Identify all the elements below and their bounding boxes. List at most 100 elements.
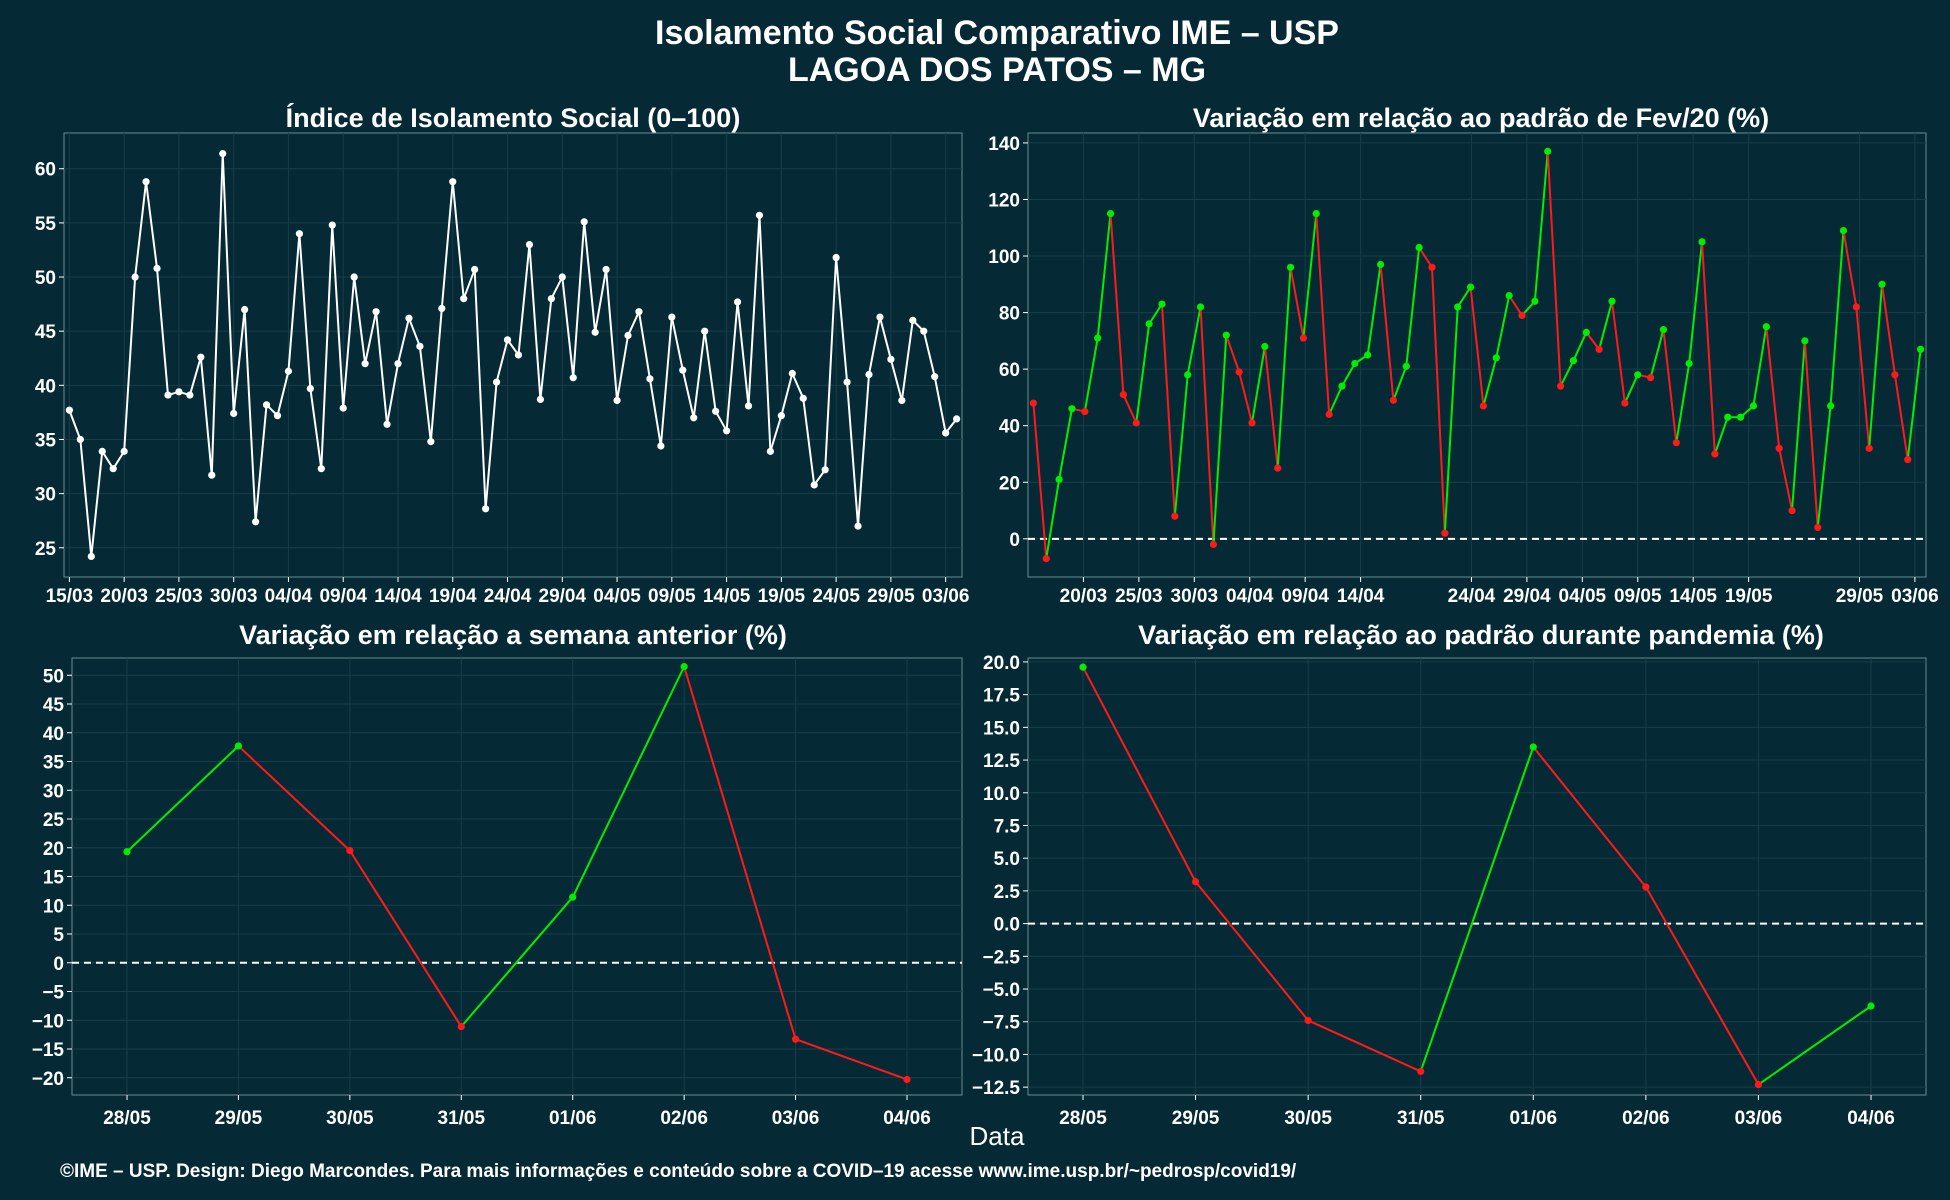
data-point xyxy=(1145,320,1153,328)
series-segment xyxy=(616,335,629,401)
data-point xyxy=(241,305,249,314)
series-segment xyxy=(331,224,345,409)
series-segment xyxy=(1148,303,1163,325)
plot-area xyxy=(63,132,963,578)
data-point xyxy=(931,373,939,381)
series-segment xyxy=(1649,329,1665,378)
data-point xyxy=(1094,334,1102,342)
series-segment xyxy=(802,398,816,486)
series-segment xyxy=(156,268,169,396)
data-point xyxy=(547,295,555,303)
data-point xyxy=(1531,297,1539,305)
series-segment xyxy=(528,244,542,400)
series-segment xyxy=(451,181,465,299)
x-tick-label: 19/05 xyxy=(758,586,806,607)
y-tick-label: 40 xyxy=(43,724,64,745)
series-segment xyxy=(1906,349,1922,460)
y-tick-label: 50 xyxy=(43,666,64,687)
figure-title-line1: Isolamento Social Comparativo IME – USP xyxy=(655,14,1339,52)
y-tick-label: 120 xyxy=(988,190,1020,211)
series-segment xyxy=(835,257,849,383)
data-point xyxy=(1417,1067,1425,1076)
data-point xyxy=(1338,382,1346,390)
data-point xyxy=(1754,1080,1763,1089)
series-segment xyxy=(440,181,454,309)
series-segment xyxy=(1418,246,1433,268)
series-segment xyxy=(692,331,706,418)
data-point xyxy=(98,447,106,455)
series-segment xyxy=(495,339,509,383)
series-segment xyxy=(484,381,498,509)
series-segment xyxy=(539,298,553,400)
y-tick-label: 12.5 xyxy=(983,751,1020,772)
series-segment xyxy=(1263,346,1279,469)
series-segment xyxy=(1199,306,1215,545)
y-tick-label: −2.5 xyxy=(982,947,1020,968)
data-point xyxy=(1389,396,1398,404)
y-tick-label: 35 xyxy=(43,753,65,774)
series-segment xyxy=(1675,363,1691,443)
series-segment xyxy=(418,346,432,442)
data-point xyxy=(438,304,446,313)
data-point xyxy=(1852,303,1860,311)
data-point xyxy=(1891,371,1899,379)
series-segment xyxy=(68,409,82,440)
y-tick-label: 7.5 xyxy=(994,816,1021,837)
data-point xyxy=(903,1075,911,1084)
data-point xyxy=(766,447,775,455)
data-point xyxy=(186,391,194,399)
x-tick-label: 04/06 xyxy=(1847,1108,1895,1129)
series-segment xyxy=(1559,360,1575,387)
panel-3: Variação em relação a semana anterior (%… xyxy=(32,620,963,1129)
panel-4: Variação em relação ao padrão durante pa… xyxy=(972,620,1927,1129)
data-point xyxy=(328,221,336,229)
series-segment xyxy=(889,359,903,401)
x-tick-label: 20/03 xyxy=(1060,586,1108,607)
x-tick-label: 15/03 xyxy=(46,586,94,607)
series-segment xyxy=(1160,304,1176,517)
series-segment xyxy=(1662,329,1678,443)
series-segment xyxy=(254,404,268,522)
y-tick-label: 20 xyxy=(999,473,1020,494)
data-point xyxy=(668,313,676,321)
x-tick-label: 14/05 xyxy=(703,586,751,607)
data-point xyxy=(744,402,753,410)
x-tick-label: 09/05 xyxy=(1614,586,1662,607)
y-tick-label: 25 xyxy=(43,810,65,831)
series-segment xyxy=(1082,666,1197,883)
series-segment xyxy=(1495,295,1511,359)
data-point xyxy=(1196,303,1205,311)
data-point xyxy=(810,481,818,489)
data-point xyxy=(1659,325,1668,334)
data-point xyxy=(722,427,731,435)
series-segment xyxy=(1032,402,1048,559)
series-segment xyxy=(1791,340,1806,511)
series-segment xyxy=(1688,241,1704,364)
data-point xyxy=(350,273,358,281)
data-point xyxy=(1518,311,1526,320)
data-point xyxy=(1724,413,1732,421)
data-point xyxy=(1544,147,1552,155)
x-tick-label: 30/03 xyxy=(1171,586,1219,607)
series-segment xyxy=(1868,284,1884,449)
series-segment xyxy=(736,301,750,407)
x-tick-label: 28/05 xyxy=(103,1108,151,1129)
series-segment xyxy=(900,320,914,401)
data-point xyxy=(1261,342,1269,351)
x-tick-label: 02/06 xyxy=(660,1108,708,1129)
data-point xyxy=(712,407,720,415)
series-segment xyxy=(758,215,772,452)
series-segment xyxy=(473,269,487,509)
data-point xyxy=(679,366,687,374)
series-segment xyxy=(1225,334,1241,373)
x-tick-label: 25/03 xyxy=(155,586,203,607)
data-point xyxy=(306,384,314,393)
series-segment xyxy=(276,371,290,416)
series-segment xyxy=(1194,881,1309,1022)
data-point xyxy=(1029,399,1037,407)
data-point xyxy=(898,396,906,405)
y-tick-label: −10 xyxy=(32,1011,64,1032)
x-tick-label: 31/05 xyxy=(1397,1108,1445,1129)
x-tick-label: 29/05 xyxy=(215,1108,263,1129)
data-point xyxy=(1235,368,1243,376)
